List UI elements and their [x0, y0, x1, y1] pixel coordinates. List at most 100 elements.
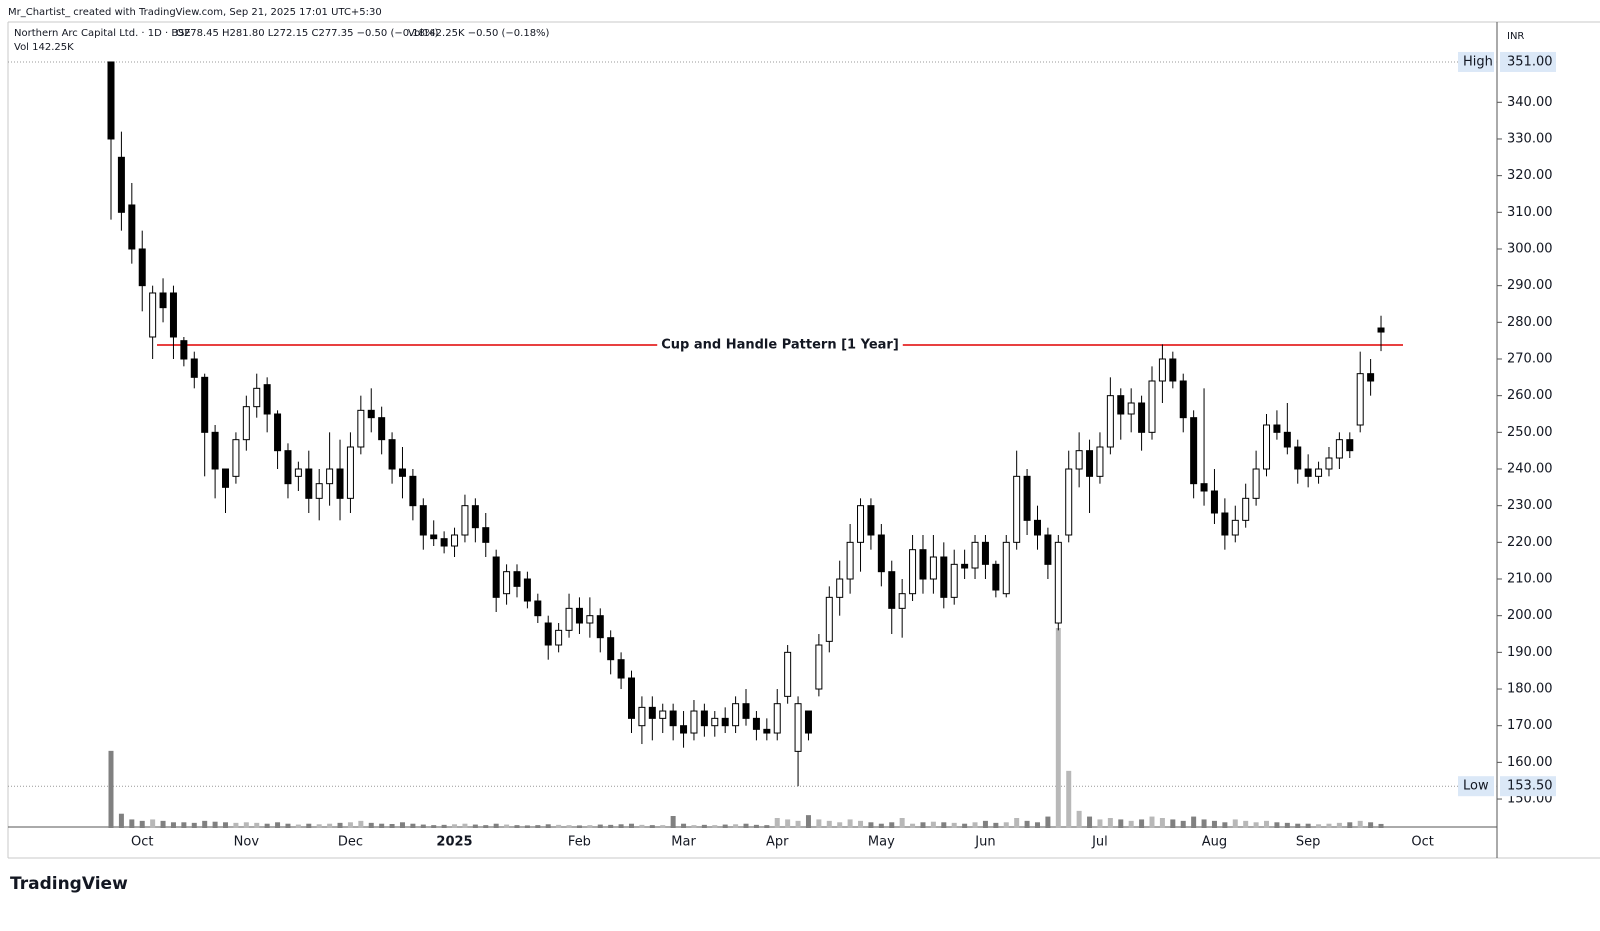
volume-bar: [785, 819, 791, 828]
candle-body: [804, 710, 812, 734]
annotation-label-bg: [657, 336, 903, 354]
volume-bar: [223, 822, 229, 828]
volume-bar: [764, 825, 770, 828]
volume-bar: [608, 824, 614, 828]
y-tick-label: 300.00: [1507, 241, 1553, 256]
candle-body: [440, 538, 448, 547]
volume-bar: [743, 823, 749, 828]
candle-body: [138, 248, 146, 287]
low-tag-bg: [1458, 776, 1494, 797]
volume-bar: [649, 825, 655, 828]
volume-bar: [431, 825, 437, 828]
volume-bar: [618, 824, 624, 828]
volume-bar: [972, 822, 978, 828]
candle-body: [815, 644, 823, 690]
y-tick-label: 210.00: [1507, 572, 1553, 587]
candle-body: [180, 340, 188, 360]
candle-body: [201, 376, 209, 433]
volume-bar: [556, 824, 562, 828]
candle-body: [232, 439, 240, 477]
candle-body: [596, 615, 604, 639]
volume-bar: [1232, 819, 1238, 828]
annotation-label: Cup and Handle Pattern [1 Year]: [661, 338, 899, 353]
volume-bar: [1149, 816, 1155, 828]
volume-bar: [108, 750, 114, 828]
candle-body: [1356, 373, 1364, 426]
candle-body: [1158, 358, 1166, 382]
volume-bar: [243, 822, 249, 828]
candle-body: [961, 563, 969, 569]
volume-bar: [275, 822, 281, 828]
volume-bar: [358, 820, 364, 828]
volume-bar: [1066, 770, 1072, 828]
high-tag: High: [1463, 54, 1493, 69]
volume-bar: [316, 824, 322, 828]
volume-bar: [233, 822, 239, 828]
candle-body: [1138, 402, 1146, 433]
volume-bar: [129, 819, 135, 828]
candle-body: [274, 413, 282, 452]
volume-bar: [701, 824, 707, 828]
candle-body: [1200, 483, 1208, 492]
volume-bar: [1222, 822, 1228, 828]
x-tick-label: Feb: [568, 835, 591, 850]
volume-bar: [660, 825, 666, 828]
y-tick-label: 340.00: [1507, 95, 1553, 110]
candle-body: [992, 563, 1000, 591]
volume-bar: [993, 822, 999, 828]
candle-body: [357, 409, 365, 448]
volume-bar: [1139, 819, 1145, 828]
y-tick-label: 160.00: [1507, 755, 1553, 770]
volume-bar: [1003, 822, 1009, 828]
y-tick-label: 290.00: [1507, 278, 1553, 293]
x-tick-label: 2025: [436, 835, 472, 850]
y-tick-label: 230.00: [1507, 498, 1553, 513]
candle-body: [263, 384, 271, 415]
candle-body: [721, 717, 729, 727]
volume-bar: [681, 823, 687, 828]
volume-bar: [368, 822, 374, 828]
x-tick-label: Oct: [131, 835, 153, 850]
volume-bar: [722, 824, 728, 828]
candle-body: [1367, 373, 1375, 382]
candle-body: [1075, 450, 1083, 470]
volume-bar: [1316, 824, 1322, 828]
candle-body: [1210, 490, 1218, 514]
candle-body: [284, 450, 292, 485]
volume-legend: Vol142.25K −0.50 (−0.18%): [408, 28, 550, 39]
candle-body: [950, 563, 958, 598]
candle-body: [388, 439, 396, 470]
candle-body: [305, 468, 313, 499]
candle-body: [898, 593, 906, 609]
volume-bar: [733, 824, 739, 828]
volume-bar: [410, 823, 416, 828]
volume-bar: [1159, 818, 1165, 828]
candle-body: [190, 358, 198, 378]
volume-bar: [493, 823, 499, 828]
candle-body: [211, 431, 219, 470]
volume-bar: [753, 824, 759, 828]
x-tick-label: Sep: [1296, 835, 1321, 850]
candle-body: [971, 541, 979, 569]
candle-body: [1242, 497, 1250, 521]
volume-bar: [524, 825, 530, 828]
candle-body: [1044, 534, 1052, 565]
volume-bar: [462, 823, 468, 828]
y-tick-label: 250.00: [1507, 425, 1553, 440]
volume-bar: [1024, 820, 1030, 828]
candle-body: [398, 468, 406, 477]
volume-bar: [868, 822, 874, 828]
x-tick-label: Apr: [766, 835, 789, 850]
candle-body: [586, 615, 594, 624]
volume-bar: [795, 820, 801, 828]
candle-body: [700, 710, 708, 727]
x-tick-label: Aug: [1202, 835, 1227, 850]
volume-bar: [347, 822, 353, 828]
candle-body: [1304, 468, 1312, 477]
logo: TradingView: [10, 874, 128, 894]
candle-body: [565, 607, 573, 631]
y-tick-label: 310.00: [1507, 205, 1553, 220]
candle-body: [107, 61, 115, 140]
candle-body: [1054, 541, 1062, 624]
